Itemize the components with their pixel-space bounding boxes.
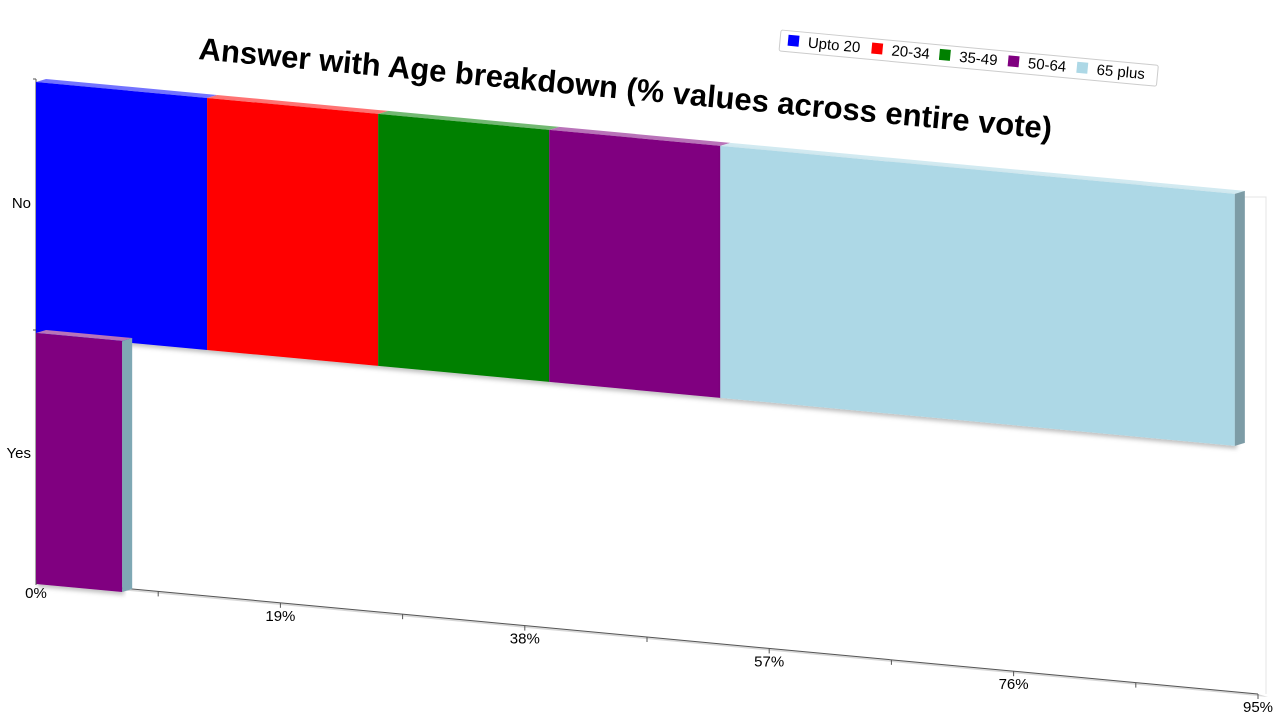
bar-side-no: [1234, 190, 1245, 446]
x-tick-label: 0%: [25, 585, 47, 602]
bar-no-upto-20: [36, 82, 208, 350]
legend-label-upto-20: Upto 20: [807, 35, 861, 57]
x-tick-label: 19%: [265, 608, 295, 625]
legend-swatch-50-64: [1007, 55, 1020, 68]
legend-swatch-65-plus: [1076, 61, 1089, 74]
bar-no-65-plus: [720, 145, 1235, 446]
legend-items: Upto 20 20-34 35-49 50-64 65 plus: [787, 34, 1146, 83]
bar-top-yes-50-64: [36, 330, 133, 342]
legend-label-65-plus: 65 plus: [1096, 62, 1146, 83]
x-tick-label: 38%: [510, 631, 540, 648]
bar-no-35-49: [378, 113, 550, 382]
legend-swatch-20-34: [871, 42, 884, 55]
bar-top-no-65-plus: [720, 142, 1245, 194]
bar-top-no-35-49: [378, 110, 560, 130]
x-ticks: 0% 19% 38% 57% 76% 95%: [25, 580, 1273, 716]
legend-label-50-64: 50-64: [1027, 55, 1067, 76]
bar-no-50-64: [549, 129, 721, 398]
bars-layer: [36, 79, 1245, 593]
category-label-yes: Yes: [7, 445, 31, 462]
x-tick-label: 76%: [999, 676, 1029, 693]
x-tick-label: 57%: [754, 653, 784, 670]
bar-top-no-20-34: [207, 94, 389, 114]
legend-swatch-upto-20: [787, 34, 800, 47]
bar-top-no-50-64: [549, 126, 731, 146]
legend-label-35-49: 35-49: [958, 49, 998, 70]
bar-top-no-upto-20: [36, 79, 218, 98]
x-tick-label: 95%: [1243, 699, 1273, 716]
x-axis-floor: [36, 580, 1268, 697]
bar-side-yes: [122, 338, 133, 593]
bar-yes-50-64: [36, 333, 123, 593]
category-label-no: No: [12, 195, 31, 212]
legend-swatch-35-49: [938, 48, 951, 61]
legend: Upto 20 20-34 35-49 50-64 65 plus: [778, 29, 1159, 87]
legend-label-20-34: 20-34: [891, 42, 931, 63]
bar-no-20-34: [207, 97, 379, 366]
